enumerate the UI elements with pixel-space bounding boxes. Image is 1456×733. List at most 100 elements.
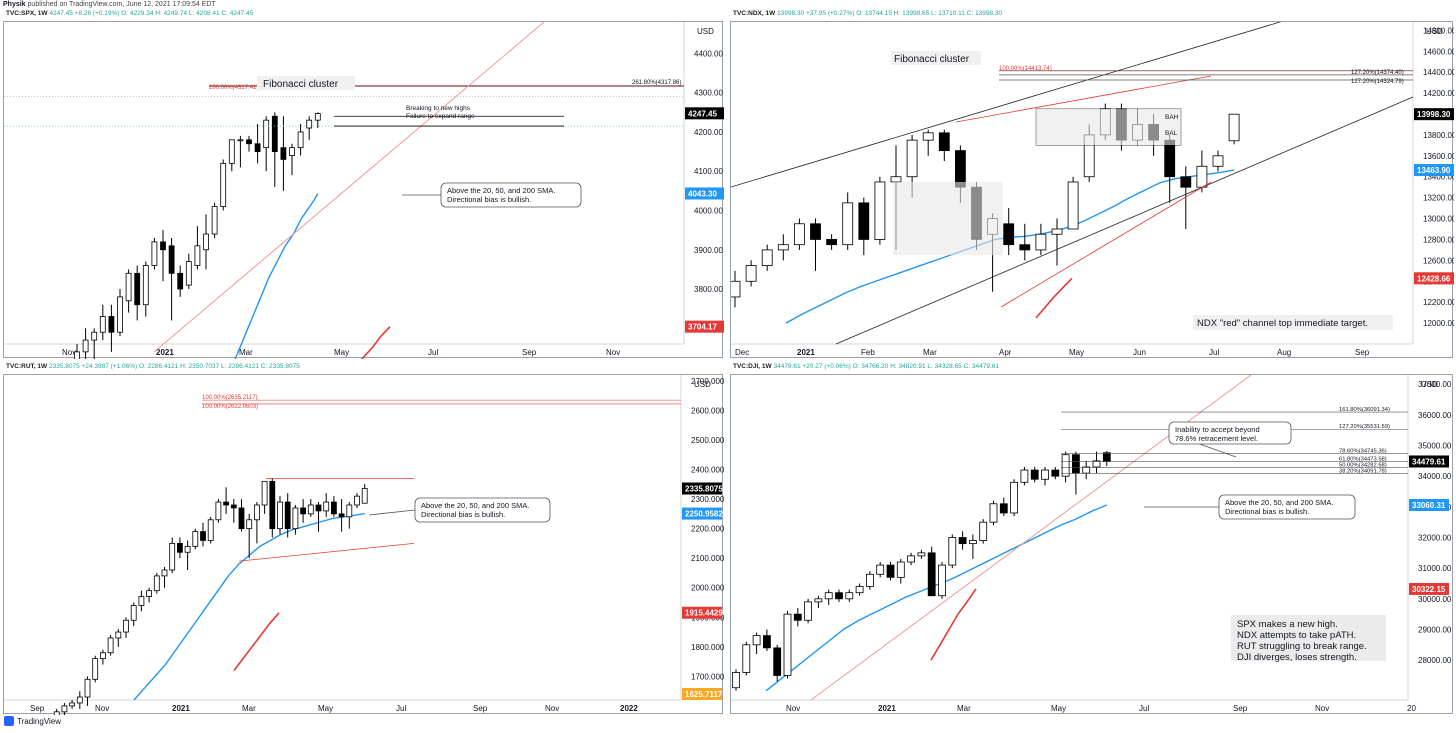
chart-svg-dji[interactable]: 28000.00 29000.00 30000.00 31000.00 32000.00… xyxy=(731,375,1454,715)
bear-candle xyxy=(246,139,252,145)
price-label-tag: 13998.30 xyxy=(1414,108,1454,121)
fib-left-label: 100.00%(2635.2117) xyxy=(202,395,258,401)
symbol-label: TVC:SPX, 1W xyxy=(6,10,48,17)
bull-candle xyxy=(146,590,153,597)
sma20-line xyxy=(234,193,319,359)
bull-candle xyxy=(989,503,998,523)
chart-svg-spx[interactable]: 3800.00 3900.00 4000.00 4100.00 4200.00 4300.… xyxy=(4,22,724,359)
chart-panel-dji[interactable]: TVC:DJI, 1W 34479.61 +20.27 (+0.06%) O: … xyxy=(730,363,1454,715)
range-bottom-line xyxy=(238,543,415,562)
bull-candle xyxy=(194,245,201,266)
footer-brand[interactable]: TradingView xyxy=(4,716,61,726)
bull-candle xyxy=(1020,469,1029,483)
bull-candle xyxy=(69,702,75,707)
summary-line: NDX attempts to take pATH. xyxy=(1237,630,1356,641)
x-tick-label: Sep xyxy=(522,348,537,357)
bear-candle xyxy=(280,147,287,160)
chart-svg-ndx[interactable]: 12000.0012200.0012400.0012600.0012800.00… xyxy=(731,22,1454,359)
price-label-text: 1915.4429 xyxy=(685,609,723,618)
bull-candle xyxy=(76,696,83,704)
price-label-bg xyxy=(1414,164,1454,177)
bull-candle xyxy=(61,705,68,713)
price-label-text: 13463.90 xyxy=(1417,166,1451,175)
price-label-bg xyxy=(685,107,724,120)
bull-candle xyxy=(253,504,260,521)
x-tick-label: 2022 xyxy=(620,704,638,713)
bull-candle xyxy=(1010,481,1019,514)
chart-svg-rut[interactable]: 1700.00001800.00001900.00002000.00002100… xyxy=(4,375,724,715)
price-label-tag: 33060.31 xyxy=(1409,498,1449,511)
price-label-bg xyxy=(1409,498,1449,511)
bull-candle xyxy=(1067,181,1079,230)
y-tick-label: 4200.00 xyxy=(694,128,723,137)
bull-candle xyxy=(948,537,957,566)
bull-candle xyxy=(117,296,123,333)
y-tick-label: 1700.0000 xyxy=(691,672,724,681)
bull-candle xyxy=(161,569,168,577)
x-tick-label: Mar xyxy=(923,348,937,357)
bull-candle xyxy=(153,575,160,592)
bear-candle xyxy=(160,241,166,251)
y-tick-label: 4400.00 xyxy=(694,49,723,58)
bull-candle xyxy=(323,501,330,512)
y-tick-label: 2300.0000 xyxy=(691,495,724,504)
bull-candle xyxy=(277,501,283,530)
sma200-line xyxy=(360,326,391,359)
fib-cluster-label: Fibonacci cluster xyxy=(894,54,970,65)
bull-candle xyxy=(842,202,854,246)
bull-candle xyxy=(314,113,321,121)
bear-candle xyxy=(168,245,175,274)
bear-candle xyxy=(230,504,237,509)
bull-candle xyxy=(1041,469,1049,480)
price-label-tag: 2250.9582 xyxy=(682,507,723,520)
chart-panel-spx[interactable]: TVC:SPX, 1W 4247.45 +8.26 (+0.19%) O: 42… xyxy=(3,10,724,359)
symbol-label: TVC:NDX, 1W xyxy=(733,10,776,17)
bull-candle xyxy=(906,139,918,178)
price-label-bg xyxy=(682,606,722,619)
y-tick-label: 37000.00 xyxy=(1418,380,1452,389)
ohlc-label: O: 4229.34 H: 4249.74 L: 4208.41 C: 4247… xyxy=(121,10,254,17)
bull-candle xyxy=(207,519,214,541)
fib-label: 161.80%(36091.34) xyxy=(1339,407,1390,413)
chart-panel-rut[interactable]: TVC:RUT, 1W 2335.8075 +24.3987 (+1.06%) … xyxy=(3,363,724,715)
y-tick-label: 4100.00 xyxy=(694,167,723,176)
bull-candle xyxy=(100,652,106,660)
ohlc-label: O: 2286.4121 H: 2350.7037 L: 2286.4121 C… xyxy=(138,363,300,370)
chart-panel-ndx[interactable]: TVC:NDX, 1W 13998.30 +37.95 (+0.27%) O: … xyxy=(730,10,1454,359)
price-label-tag: 34479.61 xyxy=(1409,455,1449,468)
bear-candle xyxy=(810,223,821,240)
fib-right-label: 261.80%(4317.86) xyxy=(632,80,681,86)
change-label: 13998.30 +37.95 (+0.27%) xyxy=(777,10,855,17)
bear-candle xyxy=(1051,469,1060,477)
trend-line xyxy=(153,22,545,353)
bear-candle xyxy=(238,507,245,530)
y-tick-label: 14400.00 xyxy=(1423,68,1454,77)
bull-candle xyxy=(306,119,313,129)
callout-dji-b-text: Directional bias is bullish. xyxy=(1225,507,1309,516)
callout-dji-a-box xyxy=(1168,421,1292,445)
summary-bg xyxy=(1231,615,1386,661)
y-tick-label: 12000.00 xyxy=(1423,319,1454,328)
author-name[interactable]: Physik xyxy=(3,1,26,8)
price-label-tag: 30322.15 xyxy=(1409,582,1449,595)
bear-candle xyxy=(176,543,183,553)
bull-candle xyxy=(874,181,886,240)
callout-dji-b-text: Above the 20, 50, and 200 SMA. xyxy=(1225,498,1333,507)
bah-label: BAH xyxy=(1165,114,1179,121)
callout-dji-b-box xyxy=(1218,494,1356,520)
bull-candle xyxy=(82,339,89,353)
y-tick-label: 31000.00 xyxy=(1418,564,1452,573)
sma20-line xyxy=(765,504,1108,692)
bull-candle xyxy=(1092,460,1101,468)
price-label-tag: 1625.7117 xyxy=(682,688,723,700)
y-tick-label: 32000.00 xyxy=(1418,534,1452,543)
x-tick-label: 20 xyxy=(1407,704,1416,713)
bull-candle xyxy=(1228,113,1240,142)
bull-candle xyxy=(184,545,191,553)
bear-candle xyxy=(1003,223,1015,246)
x-tick-label: Sep xyxy=(1355,348,1370,357)
bull-candle xyxy=(361,488,368,504)
note-bg xyxy=(1193,315,1393,330)
x-tick-label: Nov xyxy=(95,704,109,713)
bear-candle xyxy=(1019,244,1031,251)
